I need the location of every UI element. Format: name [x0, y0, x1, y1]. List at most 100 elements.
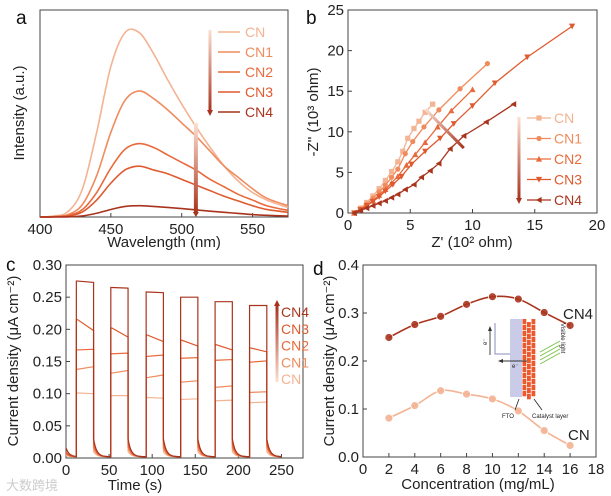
- data-point-cn3: [382, 188, 389, 195]
- catalyst-brick: [522, 343, 527, 349]
- data-point-cn4: [357, 207, 364, 214]
- catalyst-pointer: [533, 398, 543, 411]
- legend-label-cn1: CN1: [281, 354, 309, 370]
- trend-arrow: [193, 122, 198, 213]
- catalyst-brick: [522, 391, 527, 397]
- legend-label-cn2: CN2: [281, 338, 309, 354]
- data-point-cn2: [448, 107, 455, 114]
- data-point-cn2: [422, 139, 429, 145]
- legend-marker-cn1: [536, 135, 542, 142]
- data-point-cn4: [427, 167, 433, 174]
- catalyst-brick: [522, 331, 527, 337]
- x-tick-label: 10: [464, 217, 481, 234]
- x-tick-label: 250: [269, 462, 294, 479]
- x-axis-label: Concentration (mg/mL): [401, 476, 554, 493]
- y-tick-label: 0.2: [338, 353, 359, 370]
- x-axis-label: Time (s): [108, 477, 162, 494]
- y-tick-label: 0.15: [33, 354, 62, 371]
- light-ray: [539, 348, 561, 361]
- data-point-cn3: [450, 121, 457, 127]
- fto-layer: [510, 319, 522, 397]
- x-tick-label: 0: [62, 462, 70, 479]
- data-point-cn4: [369, 202, 376, 209]
- legend-arrow-head: [274, 300, 280, 306]
- x-tick-label: 50: [101, 462, 118, 479]
- legend-arrow: [208, 30, 212, 111]
- data-point-cn4: [539, 308, 549, 317]
- electron-label-2: e⁻: [512, 364, 519, 370]
- catalyst-brick: [531, 319, 536, 325]
- data-point-cn4: [394, 191, 401, 198]
- series-line-cn3: [39, 165, 289, 218]
- y-tick-label: 0.25: [33, 289, 62, 306]
- data-point-cn: [410, 401, 420, 411]
- y-tick-label: 0.20: [33, 321, 62, 338]
- inset-schematic: e⁻ e⁻ Visible light FTO Catalyst layer: [483, 319, 568, 420]
- catalyst-brick: [527, 340, 531, 346]
- y-axis-label: Current density (μA cm⁻²): [321, 276, 338, 447]
- data-point-cn: [416, 118, 422, 124]
- data-point-cn4: [363, 205, 370, 212]
- catalyst-brick: [522, 367, 527, 373]
- light-ray: [539, 340, 561, 353]
- y-tick-label: 20: [327, 43, 344, 60]
- catalyst-brick: [527, 376, 531, 382]
- x-tick-label: 15: [526, 217, 543, 234]
- legend-label-cn3: CN3: [281, 321, 309, 337]
- data-point-cn4: [483, 118, 489, 126]
- y-tick-label: 0: [336, 205, 344, 222]
- data-point-cn1: [457, 86, 463, 92]
- light-ray: [539, 352, 561, 365]
- y-axis-label: Current density (μA cm⁻²): [5, 276, 22, 447]
- data-point-cn3: [363, 203, 370, 209]
- catalyst-brick: [522, 361, 527, 367]
- catalyst-brick: [527, 322, 531, 328]
- data-point-cn3: [569, 23, 576, 30]
- data-point-cn2: [403, 161, 410, 168]
- data-point-cn2: [469, 86, 476, 93]
- data-point-cn: [376, 186, 382, 192]
- data-point-cn1: [402, 151, 408, 157]
- y-axis-label: Intensity (a.u.): [11, 65, 28, 160]
- catalyst-brick: [527, 364, 531, 370]
- x-tick-label: 16: [562, 461, 579, 478]
- data-point-cn4: [382, 197, 388, 204]
- legend-label-cn4: CN4: [554, 192, 582, 208]
- data-point-cn1: [382, 182, 388, 188]
- data-point-cn: [462, 389, 471, 399]
- data-point-cn4: [565, 321, 575, 330]
- y-tick-label: 25: [327, 2, 344, 19]
- data-point-cn1: [395, 166, 401, 172]
- legend-arrow: [517, 117, 521, 199]
- series-line-cn: [39, 28, 289, 218]
- fto-label: FTO: [502, 414, 514, 420]
- external-wire: [494, 323, 510, 355]
- data-point-cn3: [469, 103, 476, 109]
- catalyst-brick: [531, 373, 536, 379]
- x-tick-label: 18: [588, 461, 605, 478]
- electron-arrow-up-head: [488, 326, 492, 331]
- data-point-cn3: [422, 148, 429, 155]
- catalyst-brick: [527, 370, 531, 376]
- data-point-cn: [384, 413, 394, 423]
- data-point-cn1: [410, 138, 416, 145]
- data-point-cn: [422, 109, 428, 115]
- catalyst-brick: [531, 385, 536, 391]
- x-tick-label: 550: [240, 221, 265, 238]
- series-line-cn4: [39, 204, 289, 218]
- series-line-cn1: [39, 90, 289, 218]
- panel-letter: a: [16, 8, 27, 29]
- catalyst-brick: [522, 337, 527, 343]
- data-point-cn: [430, 101, 436, 107]
- legend-label-cn4: CN4: [245, 104, 273, 120]
- light-ray: [539, 344, 561, 357]
- data-point-cn3: [491, 80, 499, 87]
- legend-label-cn: CN: [281, 371, 301, 387]
- panel-d: 0 2 4 6 8 10 12 14 16 18 0.0 0.1 0.2 0.3 0.4 Concentrat…: [313, 257, 604, 493]
- data-point-cn4: [462, 299, 471, 309]
- legend-label-cn1: CN1: [245, 44, 273, 60]
- y-tick-label: 0.4: [338, 257, 359, 274]
- plot-frame: [39, 9, 289, 218]
- legend-marker-cn3: [535, 176, 543, 183]
- catalyst-brick: [527, 346, 531, 352]
